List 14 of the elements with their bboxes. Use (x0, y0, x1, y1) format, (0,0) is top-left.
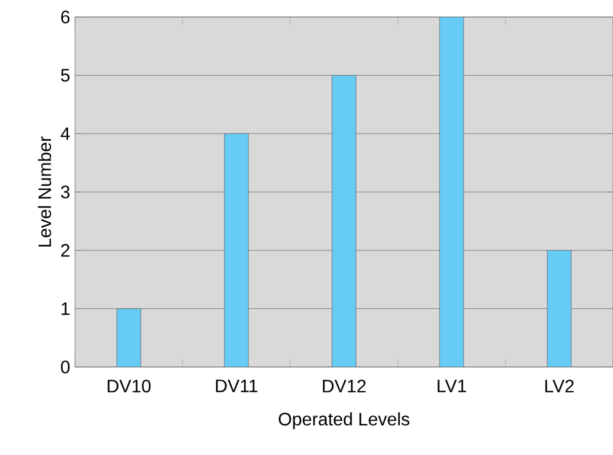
x-tick-label: LV2 (545, 380, 574, 392)
y-tick-label: 4 (60, 127, 70, 140)
x-tick-label: DV11 (216, 380, 258, 392)
x-tick-label: LV1 (438, 380, 466, 392)
y-tick-label: 3 (60, 186, 70, 198)
y-tick-label: 2 (61, 244, 70, 257)
y-axis-title: Level Number (38, 136, 52, 247)
y-tick-label: 1 (62, 302, 70, 315)
x-tick-label: DV10 (108, 380, 151, 392)
x-axis-title: Operated Levels (278, 412, 410, 430)
x-tick-label: DV12 (322, 380, 366, 392)
y-tick-label: 0 (60, 360, 70, 374)
y-tick-label: 6 (61, 10, 70, 24)
y-tick-label: 5 (60, 69, 70, 82)
